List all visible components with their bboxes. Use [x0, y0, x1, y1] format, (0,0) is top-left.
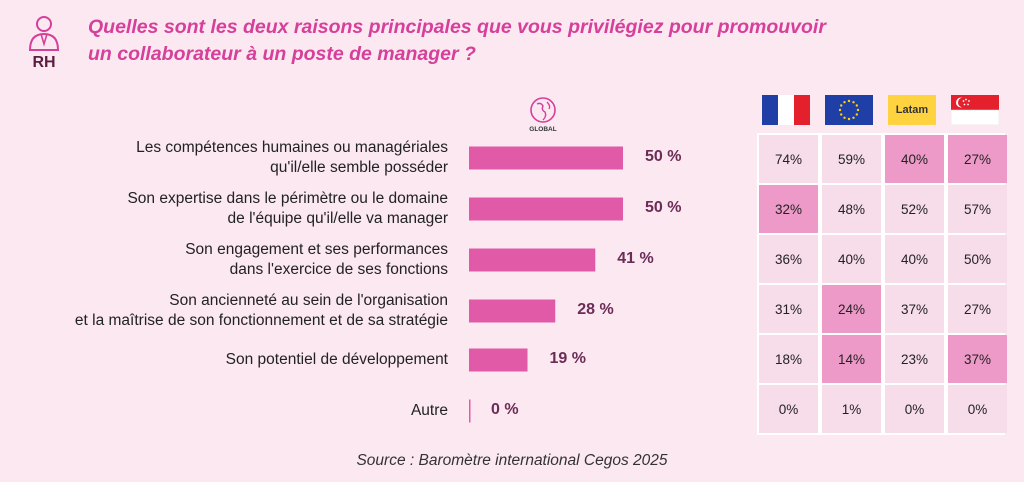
bar-value-label: 50 %: [645, 199, 682, 216]
category-label-line: et la maîtrise de son fonctionnement et …: [74, 312, 448, 329]
table-cell: 14%: [822, 335, 881, 383]
table-cell: 48%: [822, 185, 881, 233]
latam-label: Latam: [895, 104, 929, 116]
table-cell: 59%: [822, 135, 881, 183]
table-cell: 40%: [885, 135, 944, 183]
globe-icon: [530, 97, 556, 123]
category-label-line: Autre: [410, 402, 448, 419]
bar-value-label: 19 %: [549, 350, 586, 367]
category-label: Son engagement et ses performances dans l…: [8, 239, 448, 281]
rh-badge: RH: [22, 14, 66, 74]
table-cell: 37%: [885, 285, 944, 333]
eu-flag-icon: [825, 95, 873, 125]
table-cell: 50%: [948, 235, 1007, 283]
table-cell: 74%: [759, 135, 818, 183]
table-cell: 1%: [822, 385, 881, 433]
table-cell: 24%: [822, 285, 881, 333]
table-cell: 36%: [759, 235, 818, 283]
table-cell: 18%: [759, 335, 818, 383]
category-label-line: Son ancienneté au sein de l'organisation: [169, 292, 448, 309]
table-cell: 23%: [885, 335, 944, 383]
france-flag-icon: [762, 95, 810, 125]
category-label: Son expertise dans le périmètre ou le do…: [8, 188, 448, 230]
global-label: GLOBAL: [529, 126, 557, 133]
table-cell: 27%: [948, 135, 1007, 183]
singapore-flag-icon: [950, 95, 1000, 126]
category-label-line: Son potentiel de développement: [225, 351, 448, 368]
global-badge: GLOBAL: [525, 96, 561, 136]
category-label: Autre: [8, 390, 448, 432]
category-label-line: qu'il/elle semble posséder: [270, 159, 448, 176]
category-label: Son ancienneté au sein de l'organisation…: [8, 290, 448, 332]
table-cell: 0%: [885, 385, 944, 433]
bar: [469, 299, 556, 323]
bar: [469, 146, 623, 170]
table-cell: 37%: [948, 335, 1007, 383]
bar: [469, 399, 471, 423]
bar-value-label: 28 %: [577, 301, 614, 318]
table-cell: 32%: [759, 185, 818, 233]
bar-value-label: 0 %: [491, 401, 519, 418]
category-label-line: Son expertise dans le périmètre ou le do…: [127, 190, 448, 207]
table-cell: 31%: [759, 285, 818, 333]
table-cell: 40%: [822, 235, 881, 283]
title-line-1: Quelles sont les deux raisons principale…: [88, 16, 826, 38]
table-cell: 0%: [759, 385, 818, 433]
category-label-line: de l'équipe qu'il/elle va manager: [227, 210, 448, 227]
bar: [469, 197, 623, 221]
bar-value-label: 41 %: [617, 250, 654, 267]
title-line-2: un collaborateur à un poste de manager ?: [88, 43, 476, 65]
latam-icon: Latam: [888, 95, 936, 125]
category-label: Les compétences humaines ou managériales…: [8, 137, 448, 179]
bar-value-label: 50 %: [645, 148, 682, 165]
page-title: Quelles sont les deux raisons principale…: [88, 14, 888, 68]
table-cell: 0%: [948, 385, 1007, 433]
bar: [469, 248, 596, 272]
table-cell: 40%: [885, 235, 944, 283]
source-note: Source : Baromètre international Cegos 2…: [356, 452, 668, 469]
person-icon: [28, 16, 60, 51]
category-label: Son potentiel de développement: [8, 339, 448, 381]
regional-table: 74% 59% 40% 27% 32% 48% 52% 57% 36% 40% 40% 50% 31% 2…: [757, 133, 1007, 435]
bar: [469, 348, 528, 372]
table-cell: 52%: [885, 185, 944, 233]
category-label-line: Son engagement et ses performances: [185, 241, 448, 258]
table-cell: 27%: [948, 285, 1007, 333]
rh-label: RH: [32, 54, 56, 71]
category-label-line: dans l'exercice de ses fonctions: [229, 261, 448, 278]
table-cell: 57%: [948, 185, 1007, 233]
category-label-line: Les compétences humaines ou managériales: [136, 139, 448, 156]
